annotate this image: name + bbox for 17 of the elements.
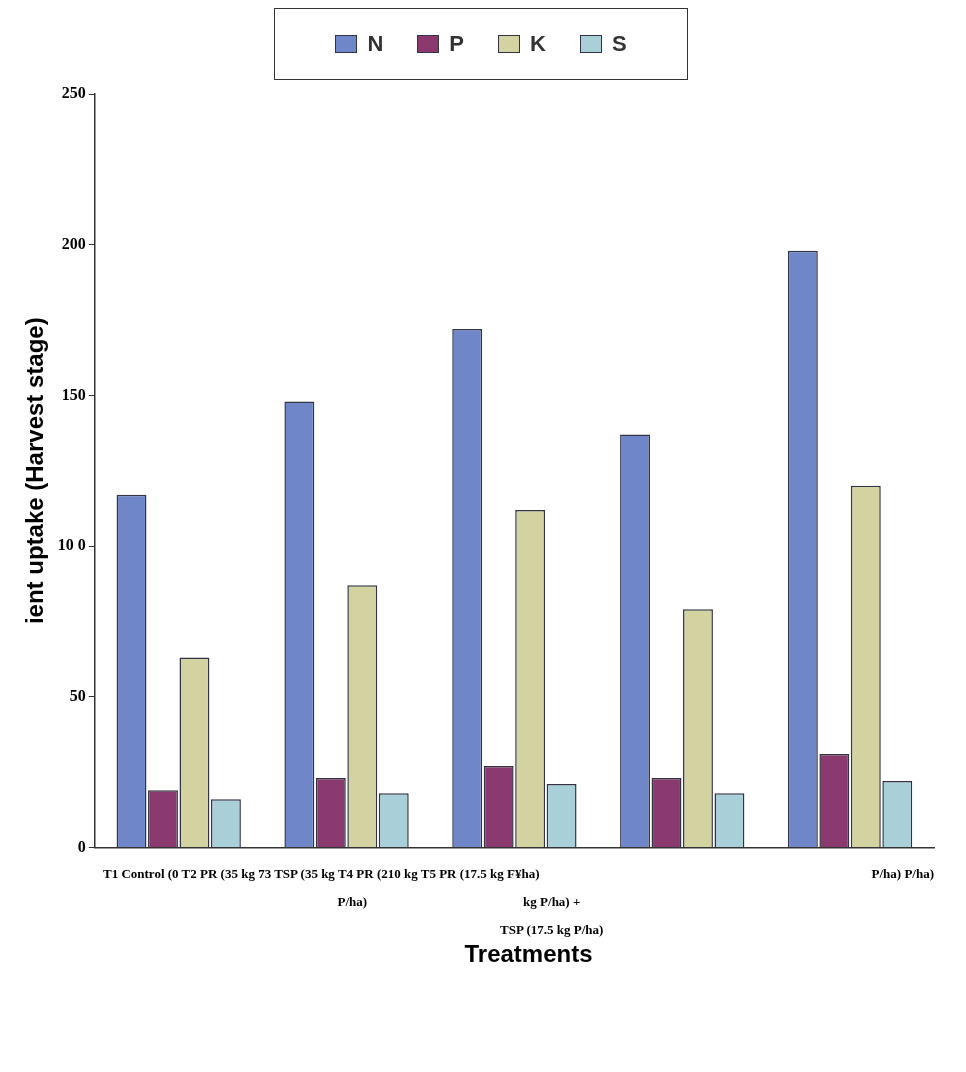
- y-tick-label: 150: [61, 385, 86, 403]
- y-axis-title: ient uptake (Harvest stage): [21, 317, 49, 625]
- legend-label: K: [530, 31, 546, 57]
- y-tick-label: 0: [77, 837, 86, 855]
- y-tick-label: 200: [61, 234, 86, 252]
- text: P/ha) P/ha): [871, 866, 934, 882]
- legend-label: P: [449, 31, 464, 57]
- y-tick-label: 10 0: [57, 536, 86, 554]
- text: TSP (17.5 kg P/ha): [500, 922, 604, 938]
- text: kg P/ha) +: [523, 894, 581, 910]
- text: P/ha): [337, 894, 368, 910]
- legend-label: N: [367, 31, 384, 57]
- y-tick-label: 50: [69, 686, 86, 704]
- y-tick-label: 250: [61, 84, 86, 102]
- x-axis-title: Treatments: [463, 940, 594, 968]
- text: T1 Control (0 T2 PR (35 kg 73 TSP (35 kg T4 PR (210 kg T5 PR (17.5 kg F¥ha): [103, 866, 540, 882]
- legend-label: S: [611, 31, 627, 57]
